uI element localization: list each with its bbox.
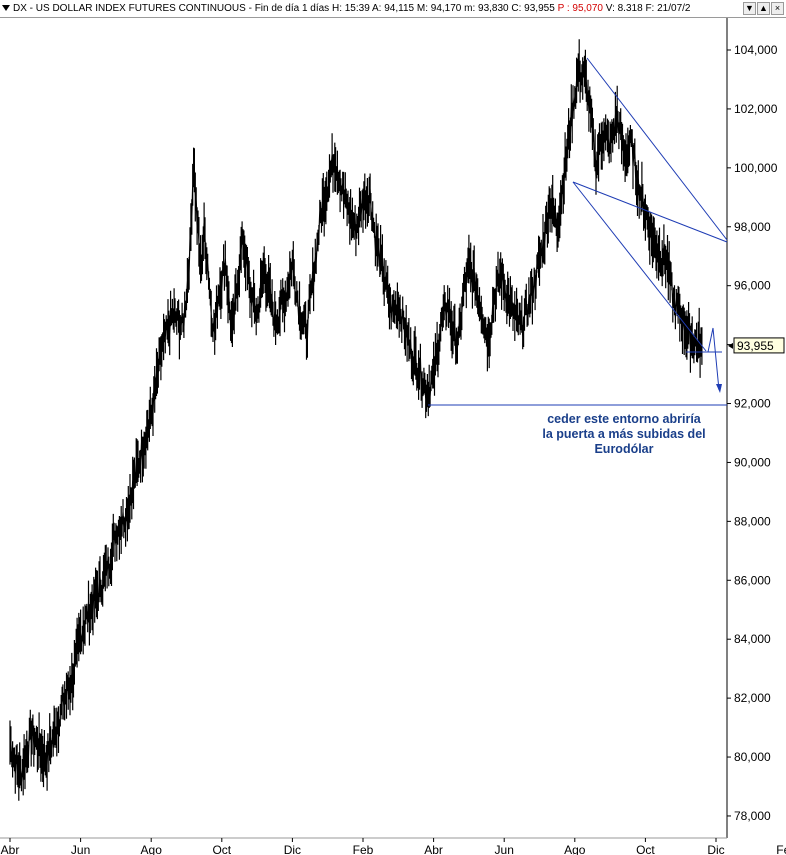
x-tick-label: Feb (353, 843, 374, 855)
chart-header: DX - US DOLLAR INDEX FUTURES CONTINUOUS … (0, 0, 786, 18)
y-tick-label: 102,000 (734, 102, 778, 116)
x-tick-label: Abr (1, 843, 20, 855)
annotation-line-2: la puerta a más subidas del (542, 427, 705, 441)
y-tick-label: 104,000 (734, 43, 778, 57)
header-volume: V: 8.318 (605, 3, 643, 14)
x-tick-label: Oct (212, 843, 231, 855)
scroll-down-button[interactable]: ▼ (743, 2, 756, 15)
x-tick-label: Oct (636, 843, 655, 855)
y-tick-label: 96,000 (734, 279, 771, 293)
header-hour: H: 15:39 (331, 3, 370, 14)
y-tick-label: 92,000 (734, 397, 771, 411)
last-price-tag: 93,955 (728, 337, 785, 354)
x-tick-label: Jun (71, 843, 90, 855)
y-tick-label: 100,000 (734, 161, 778, 175)
price-line (9, 39, 703, 801)
price-chart: 104,000102,000100,00098,00096,00094,0009… (0, 18, 786, 855)
instrument-title: DX - US DOLLAR INDEX FUTURES CONTINUOUS … (13, 3, 330, 14)
header-high: M: 94,170 (416, 3, 462, 14)
y-axis: 104,000102,000100,00098,00096,00094,0009… (727, 43, 778, 823)
header-date: F: 21/07/2 (645, 3, 691, 14)
x-tick-label: Jun (495, 843, 514, 855)
price-series (9, 39, 703, 801)
x-tick-label: Dic (707, 843, 724, 855)
projection-arrow (707, 327, 720, 391)
annotation-line-3: Eurodólar (594, 442, 653, 456)
y-tick-label: 78,000 (734, 809, 771, 823)
annotation-line-1: ceder este entorno abriría (547, 412, 702, 426)
price-pointer-icon (728, 342, 733, 349)
close-button[interactable]: × (771, 2, 784, 15)
header-low: m: 93,830 (464, 3, 509, 14)
upper-channel-line (586, 57, 728, 241)
price-tag-label: 93,955 (737, 339, 774, 353)
fan-line (572, 181, 728, 243)
arrow-head-icon (716, 384, 722, 393)
y-tick-label: 84,000 (734, 632, 771, 646)
lower-channel-line (572, 181, 707, 352)
trendline-overlays (428, 57, 728, 406)
x-tick-label: Ago (141, 843, 163, 855)
y-tick-label: 88,000 (734, 514, 771, 528)
y-tick-label: 86,000 (734, 573, 771, 587)
window-buttons: ▼ ▲ × (743, 2, 784, 15)
y-tick-label: 98,000 (734, 220, 771, 234)
price-tag-box (733, 337, 785, 354)
header-previous: P : 95,070 (557, 3, 603, 14)
x-tick-label: Abr (424, 843, 443, 855)
header-open: A: 94,115 (372, 3, 415, 14)
x-tick-label: Dic (284, 843, 301, 855)
y-tick-label: 80,000 (734, 750, 771, 764)
y-tick-label: 90,000 (734, 455, 771, 469)
y-tick-label: 82,000 (734, 691, 771, 705)
header-info: DX - US DOLLAR INDEX FUTURES CONTINUOUS … (13, 2, 690, 15)
header-close: C: 93,955 (511, 3, 555, 14)
scroll-up-button[interactable]: ▲ (757, 2, 770, 15)
x-axis: AbrJunAgoOctDicFebAbrJunAgoOctDicFebAbrJ… (1, 838, 786, 855)
collapse-arrow-icon[interactable] (2, 4, 10, 12)
x-tick-label: Feb (776, 843, 786, 855)
x-tick-label: Ago (564, 843, 586, 855)
